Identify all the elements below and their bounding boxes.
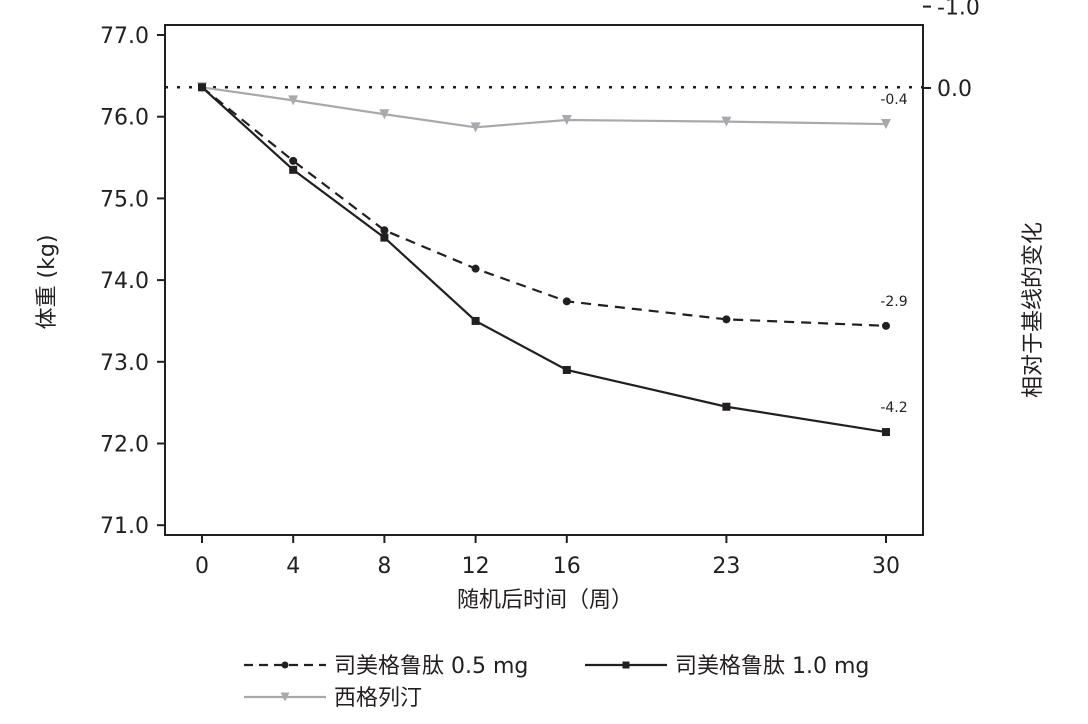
x-tick-label: 16	[553, 554, 581, 579]
data-point-triangle	[288, 95, 299, 106]
y-tick-label: 77.0	[100, 24, 149, 49]
x-axis-label: 随机后时间（周）	[457, 588, 633, 613]
data-point-square	[471, 316, 480, 325]
legend: 司美格鲁肽 0.5 mg 司美格鲁肽 1.0 mg 西格列汀	[244, 654, 869, 711]
plot-frame	[164, 24, 924, 536]
data-point-triangle	[721, 116, 732, 127]
legend-label: 司美格鲁肽 0.5 mg	[334, 654, 528, 679]
x-tick-label: 23	[712, 554, 740, 579]
x-tick-label: 30	[872, 554, 900, 579]
y2-axis-label: 相对于基线的变化	[1021, 222, 1046, 398]
y-tick-label: 71.0	[100, 514, 149, 539]
y-tick-label: 74.0	[100, 269, 149, 294]
data-point-circle	[281, 661, 289, 669]
data-point-circle	[562, 297, 571, 306]
x-tick-label: 0	[195, 554, 209, 579]
legend-label: 西格列汀	[334, 686, 422, 711]
x-tick-label: 8	[377, 554, 391, 579]
end-value-label: -2.9	[880, 294, 907, 310]
series-line-2	[201, 86, 887, 129]
x-tick-label: 4	[286, 554, 300, 579]
y-tick-label: 73.0	[100, 351, 149, 376]
data-point-triangle	[379, 109, 390, 120]
end-value-label: -4.2	[880, 400, 907, 416]
data-point-triangle	[561, 114, 572, 125]
y-axis-label: 体重 (kg)	[35, 235, 60, 330]
data-point-circle	[471, 264, 480, 273]
y-tick-label: 72.0	[100, 433, 149, 458]
data-point-square	[380, 233, 389, 242]
data-point-triangle	[470, 122, 481, 133]
end-value-label: -0.4	[880, 92, 907, 108]
x-tick-label: 12	[462, 554, 490, 579]
y2-tick-label: 0.0	[937, 77, 972, 102]
data-point-square	[289, 165, 298, 174]
data-point-square	[882, 428, 890, 437]
y-tick-label: 75.0	[100, 187, 149, 212]
legend-label: 司美格鲁肽 1.0 mg	[675, 654, 869, 679]
data-point-triangle	[280, 692, 290, 702]
data-point-square	[622, 661, 630, 669]
y-tick-label: 76.0	[100, 106, 149, 131]
data-point-square	[198, 83, 206, 92]
data-point-circle	[882, 321, 890, 330]
data-point-circle	[289, 156, 298, 165]
data-point-square	[562, 365, 571, 374]
data-point-circle	[722, 315, 731, 324]
series-line-1	[201, 86, 887, 434]
data-point-triangle	[881, 119, 891, 130]
data-point-circle	[380, 226, 389, 235]
data-point-square	[722, 402, 731, 411]
y2-tick-label: -1.0	[937, 0, 980, 21]
